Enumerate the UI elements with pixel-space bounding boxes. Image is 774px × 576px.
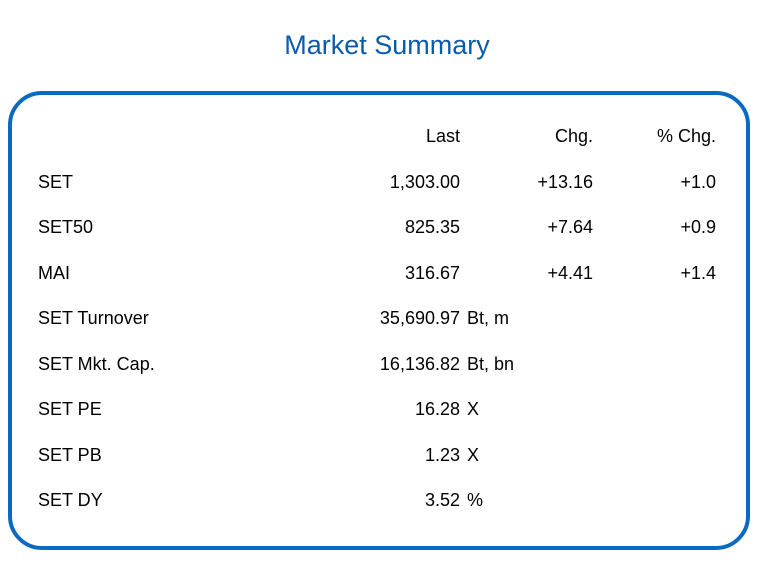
row-chg-mai: +4.41 — [547, 263, 593, 283]
row-value-set-mkt-cap: 16,136.82 — [379, 354, 460, 374]
row-label-set-pe: SET PE — [38, 399, 102, 419]
market-summary-panel — [8, 91, 750, 550]
row-pct-set: +1.0 — [680, 172, 716, 192]
row-unit-set-turnover: Bt, m — [467, 308, 510, 328]
row-last-set: 1,303.00 — [389, 172, 460, 192]
row-unit-set-pe: X — [467, 399, 480, 419]
row-value-set-turnover: 35,690.97 — [379, 308, 460, 328]
row-unit-set-mkt-cap: Bt, bn — [467, 354, 515, 374]
row-label-mai: MAI — [38, 263, 71, 283]
row-last-mai: 316.67 — [404, 263, 460, 283]
row-label-set: SET — [38, 172, 74, 192]
row-value-set-pe: 16.28 — [414, 399, 460, 419]
row-pct-set50: +0.9 — [680, 217, 716, 237]
row-unit-set-pb: X — [467, 445, 480, 465]
row-label-set-dy: SET DY — [38, 490, 103, 510]
row-label-set-mkt-cap: SET Mkt. Cap. — [38, 354, 155, 374]
row-value-set-pb: 1.23 — [424, 445, 460, 465]
row-last-set50: 825.35 — [404, 217, 460, 237]
header-last: Last — [425, 126, 460, 146]
row-chg-set: +13.16 — [537, 172, 593, 192]
row-label-set50: SET50 — [38, 217, 94, 237]
row-value-set-dy: 3.52 — [424, 490, 460, 510]
row-label-set-turnover: SET Turnover — [38, 308, 149, 328]
header-chg: Chg. — [554, 126, 593, 146]
row-pct-mai: +1.4 — [680, 263, 716, 283]
row-chg-set50: +7.64 — [547, 217, 593, 237]
header-pct-chg: % Chg. — [656, 126, 716, 146]
page-title: Market Summary — [284, 30, 490, 60]
row-unit-set-dy: % — [467, 490, 484, 510]
row-label-set-pb: SET PB — [38, 445, 102, 465]
